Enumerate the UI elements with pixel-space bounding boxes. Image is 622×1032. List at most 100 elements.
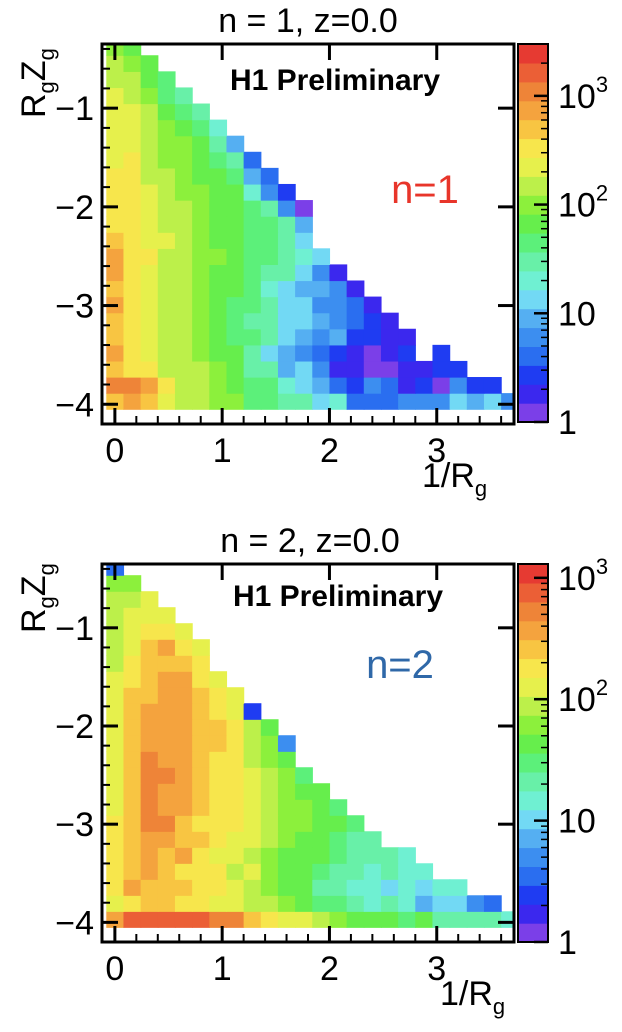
colorbar-swatch xyxy=(518,809,548,830)
heatmap-cell xyxy=(157,328,176,346)
colorbar-tick-base: 10 xyxy=(558,681,596,719)
heatmap-cell xyxy=(157,703,176,720)
heatmap-cell xyxy=(174,216,193,233)
heatmap-cell xyxy=(432,911,451,928)
colorbar-tick-base: 10 xyxy=(558,295,596,333)
heatmap-cell xyxy=(106,879,125,896)
heatmap-cell xyxy=(329,799,348,816)
heatmap-cell xyxy=(295,895,313,912)
heatmap-cell xyxy=(157,377,176,394)
heatmap-cells xyxy=(106,44,514,410)
heatmap-cell xyxy=(329,280,348,298)
heatmap-cell xyxy=(432,895,451,912)
heatmap-cell xyxy=(209,151,228,169)
heatmap-cell xyxy=(157,687,176,704)
heatmap-cell xyxy=(192,751,210,768)
heatmap-cell xyxy=(398,911,416,928)
heatmap-cell xyxy=(174,879,193,896)
heatmap-cell xyxy=(157,183,176,201)
heatmap-cell xyxy=(380,895,399,912)
heatmap-cell xyxy=(312,248,331,265)
heatmap-cell xyxy=(277,344,296,362)
colorbar-swatch xyxy=(518,734,548,754)
heatmap-cell xyxy=(123,655,142,672)
heatmap-cell xyxy=(192,393,210,410)
colorbar-swatch xyxy=(518,828,548,849)
heatmap-cell xyxy=(226,296,245,314)
heatmap-cell xyxy=(192,328,210,346)
heatmap-cell xyxy=(260,767,279,784)
heatmap-cell xyxy=(174,639,193,656)
heatmap-cell xyxy=(123,623,142,640)
heatmap-cell xyxy=(106,623,125,640)
heatmap-cell xyxy=(140,264,159,282)
heatmap-cell xyxy=(243,312,262,330)
heatmap-cell xyxy=(123,671,142,688)
heatmap-cell xyxy=(123,703,142,720)
heatmap-cell xyxy=(226,312,245,330)
heatmap-cell xyxy=(192,831,210,848)
colorbar-swatch xyxy=(518,771,548,792)
heatmap-cell xyxy=(174,623,193,640)
heatmap-cell xyxy=(243,232,262,249)
heatmap-cell xyxy=(140,639,159,656)
heatmap-cell xyxy=(174,280,193,298)
heatmap-cell xyxy=(157,167,176,185)
heatmap-cell xyxy=(192,200,210,217)
heatmap-cell xyxy=(312,911,331,928)
heatmap-cell xyxy=(106,377,125,394)
heatmap-cell xyxy=(140,216,159,233)
heatmap-cell xyxy=(192,655,210,672)
heatmap-cell xyxy=(157,783,176,800)
heatmap-cell xyxy=(243,360,262,378)
heatmap-cell xyxy=(123,719,142,736)
y-label-sub1: g xyxy=(34,596,59,608)
heatmap-cell xyxy=(277,393,296,410)
heatmap-cell xyxy=(260,296,279,314)
colorbar-swatch xyxy=(518,81,548,102)
heatmap-cell xyxy=(106,264,125,282)
heatmap-cell xyxy=(260,360,279,378)
heatmap-cell xyxy=(123,216,142,233)
colorbar-swatch xyxy=(518,289,548,310)
heatmap-cell xyxy=(106,87,125,105)
heatmap-cell xyxy=(226,183,245,201)
x-axis-label: 1/Rg xyxy=(440,975,505,1019)
heatmap-cell xyxy=(346,831,365,848)
heatmap-cell xyxy=(226,280,245,298)
heatmap-cell xyxy=(174,799,193,816)
heatmap-cell xyxy=(140,831,159,848)
heatmap-cell xyxy=(295,200,313,217)
heatmap-cell xyxy=(312,328,331,346)
heatmap-cell xyxy=(260,751,279,768)
heatmap-cell xyxy=(312,264,331,282)
heatmap-cell xyxy=(123,71,142,89)
colorbar-tick-base: 10 xyxy=(558,803,596,841)
colorbar-swatch xyxy=(518,233,548,253)
colorbar-swatch xyxy=(518,270,548,291)
heatmap-cell xyxy=(226,799,245,816)
heatmap-cell xyxy=(243,815,262,832)
heatmap-cell xyxy=(192,296,210,314)
heatmap-cell xyxy=(106,167,125,185)
heatmap-cell xyxy=(226,167,245,185)
heatmap-cell xyxy=(174,360,193,378)
heatmap-cell xyxy=(106,751,125,768)
heatmap-cell xyxy=(106,200,125,217)
colorbar-tick-label: 102 xyxy=(558,675,608,719)
heatmap-cell xyxy=(243,264,262,282)
heatmap-cell xyxy=(243,703,262,720)
heatmap-cell xyxy=(466,393,485,410)
heatmap-cell xyxy=(398,377,416,394)
colorbar-tick-label: 1 xyxy=(558,924,577,962)
heatmap-cell xyxy=(243,200,262,217)
heatmap-cell xyxy=(380,360,399,378)
heatmap-cell xyxy=(398,863,416,880)
heatmap-cell xyxy=(329,879,348,896)
heatmap-cell xyxy=(260,200,279,217)
heatmap-cell xyxy=(140,200,159,217)
heatmap-cell xyxy=(140,799,159,816)
heatmap-cell xyxy=(295,879,313,896)
heatmap-cell xyxy=(260,783,279,800)
heatmap-cell xyxy=(174,815,193,832)
